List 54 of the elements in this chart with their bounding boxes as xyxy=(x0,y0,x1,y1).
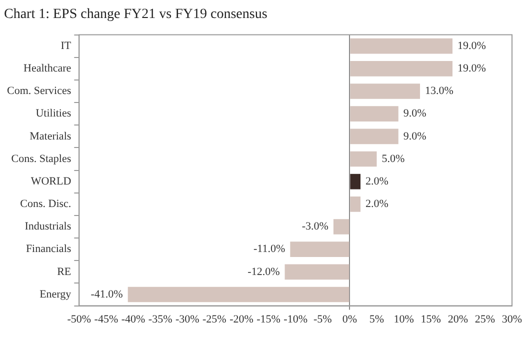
y-tick-label: Cons. Disc. xyxy=(20,198,72,210)
x-tick-label: 30% xyxy=(502,313,522,326)
x-tick-label: 10% xyxy=(394,313,414,326)
bar xyxy=(350,106,398,122)
x-tick-label: 20% xyxy=(448,313,468,326)
y-tick-label: Materials xyxy=(30,130,72,142)
x-tick-label: -15% xyxy=(256,313,280,326)
x-tick-label: -35% xyxy=(148,313,172,326)
x-tick-label: -25% xyxy=(202,313,226,326)
x-tick-label: -20% xyxy=(230,313,254,326)
data-label: 19.0% xyxy=(457,62,486,75)
data-label: 2.0% xyxy=(366,198,388,210)
x-tick-label: 15% xyxy=(420,313,441,326)
y-tick-label: IT xyxy=(60,40,72,52)
y-tick-label: Utilities xyxy=(36,108,72,120)
y-tick-label: WORLD xyxy=(30,175,72,188)
x-tick-label: -40% xyxy=(121,313,146,326)
x-tick-label: 5% xyxy=(369,313,384,326)
y-tick-label: RE xyxy=(57,266,72,278)
bar xyxy=(350,174,361,190)
data-label: -41.0% xyxy=(90,288,123,300)
data-label: 5.0% xyxy=(382,152,405,165)
x-tick-label: -5% xyxy=(313,313,332,326)
bar xyxy=(290,242,350,258)
x-tick-label: 0% xyxy=(342,313,358,326)
data-label: -12.0% xyxy=(248,266,280,278)
data-label: 9.0% xyxy=(403,130,426,142)
bar xyxy=(350,84,420,99)
bar xyxy=(350,151,377,167)
x-tick-label: -30% xyxy=(175,313,200,326)
y-tick-label: Industrials xyxy=(24,220,72,233)
data-label: 19.0% xyxy=(457,40,486,52)
x-tick-label: -50% xyxy=(67,313,92,326)
data-label: 13.0% xyxy=(425,85,454,98)
y-tick-label: Financials xyxy=(26,243,72,256)
data-label: 2.0% xyxy=(366,175,388,188)
x-tick-label: 25% xyxy=(474,313,496,326)
bar xyxy=(284,264,350,280)
bar xyxy=(333,219,350,234)
data-label: -11.0% xyxy=(253,243,286,256)
bar xyxy=(350,128,398,144)
data-label: 9.0% xyxy=(403,108,426,120)
bar xyxy=(350,196,361,212)
bar xyxy=(350,60,452,76)
bar xyxy=(350,38,452,54)
y-tick-label: Cons. Staples xyxy=(11,152,72,165)
y-tick-label: Com. Services xyxy=(6,85,72,98)
data-label: -3.0% xyxy=(302,220,328,233)
y-tick-label: Energy xyxy=(40,288,72,300)
x-tick-label: -45% xyxy=(94,313,118,326)
y-tick-label: Healthcare xyxy=(24,62,72,75)
x-tick-label: -10% xyxy=(284,313,308,326)
bar xyxy=(128,286,350,302)
chart-title: Chart 1: EPS change FY21 vs FY19 consensus xyxy=(4,7,268,22)
